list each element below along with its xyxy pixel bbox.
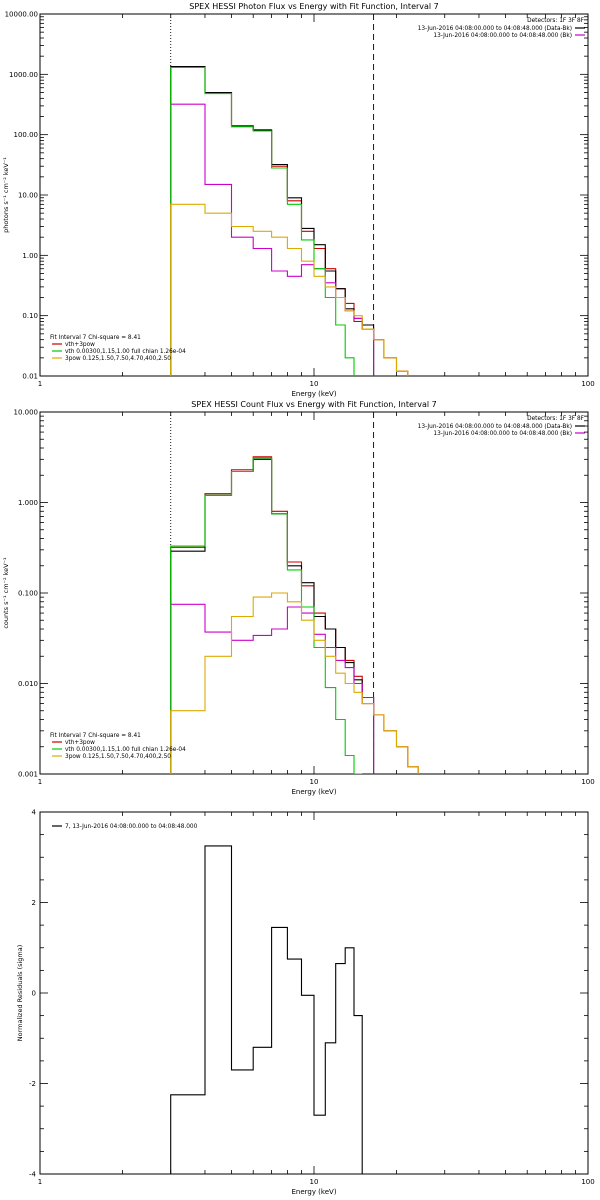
y-tick-label: 0.01 bbox=[22, 373, 38, 381]
legend-right-entry: 13-Jun-2016 04:08:00.000 to 04:08:48.000… bbox=[418, 26, 572, 32]
legend-left-entry: 3pow 0.125,1.50,7.50,4.70,400,2.50 bbox=[65, 356, 171, 362]
legend-detectors: Detectors: 1F 3F 8F bbox=[527, 18, 584, 24]
legend-right-entry: 13-Jun-2016 04:08:00.000 to 04:08:48.000… bbox=[433, 431, 572, 437]
x-axis-label: Energy (keV) bbox=[291, 390, 336, 398]
y-tick-label: 0 bbox=[32, 990, 36, 998]
x-axis-label: Energy (keV) bbox=[291, 1188, 336, 1196]
legend-left-entry: vth 0.00300,1.15,1.00 full chian 1.26e-0… bbox=[65, 747, 186, 753]
y-tick-label: -4 bbox=[29, 1171, 37, 1179]
legend-left-header: Fit Interval 7 Chi-square = 8.41 bbox=[50, 733, 141, 739]
x-tick-label: 100 bbox=[581, 380, 594, 388]
series-vth-3pow bbox=[170, 456, 419, 774]
series-3pow bbox=[170, 592, 419, 774]
y-tick-label: 0.001 bbox=[18, 771, 38, 779]
series-group bbox=[170, 65, 409, 376]
y-tick-label: 0.100 bbox=[18, 590, 38, 598]
y-axis-label: photons s⁻¹ cm⁻² keV⁻¹ bbox=[2, 157, 10, 233]
series-bk bbox=[170, 603, 375, 774]
legend-left-entry: 7, 13-Jun-2016 04:08:00.000 to 04:08:48.… bbox=[65, 824, 198, 830]
y-tick-label: 10000.00 bbox=[5, 11, 38, 19]
x-tick-label: 1 bbox=[38, 1178, 42, 1186]
x-tick-label: 1 bbox=[38, 778, 42, 786]
x-tick-label: 10 bbox=[310, 1178, 319, 1186]
y-tick-label: 4 bbox=[32, 809, 37, 817]
series-vth bbox=[170, 457, 363, 774]
y-tick-label: -2 bbox=[29, 1080, 36, 1088]
x-tick-label: 10 bbox=[310, 778, 319, 786]
x-tick-label: 1 bbox=[38, 380, 42, 388]
series-7-13-jun-2016-04-08-00-000-to- bbox=[170, 845, 374, 1174]
y-tick-label: 0.010 bbox=[18, 680, 38, 688]
plot-frame bbox=[39, 811, 589, 1175]
photon-flux-panel: SPEX HESSI Photon Flux vs Energy with Fi… bbox=[2, 2, 595, 398]
series-vth-3pow bbox=[170, 66, 409, 376]
legend-left-entry: vth+3pow bbox=[65, 342, 95, 348]
y-tick-label: 2 bbox=[32, 899, 36, 907]
series-data-bk bbox=[170, 65, 375, 376]
residuals-panel: 1 10 100 Energy (keV) -4 -2 0 2 4 Normalized Resi… bbox=[16, 809, 595, 1197]
legend-right-entry: 13-Jun-2016 04:08:00.000 to 04:08:48.000… bbox=[433, 33, 572, 39]
y-tick-label: 10.000 bbox=[14, 409, 39, 417]
y-tick-label: 10.00 bbox=[18, 192, 38, 200]
series-group bbox=[170, 845, 374, 1174]
legend-left-entry: 3pow 0.125,1.50,7.50,4.70,400,2.50 bbox=[65, 754, 171, 760]
y-tick-label: 0.10 bbox=[22, 312, 38, 320]
x-tick-label: 10 bbox=[310, 380, 319, 388]
legend-left-entry: vth 0.00300,1.15,1.00 full chian 1.26e-0… bbox=[65, 349, 186, 355]
legend-left-header: Fit Interval 7 Chi-square = 8.41 bbox=[50, 335, 141, 341]
legend-left-entry: vth+3pow bbox=[65, 740, 95, 746]
legend-right-entry: 13-Jun-2016 04:08:00.000 to 04:08:48.000… bbox=[418, 424, 572, 430]
y-axis-label: counts s⁻¹ cm⁻² keV⁻¹ bbox=[2, 557, 10, 629]
y-tick-label: 1.000 bbox=[18, 499, 38, 507]
x-tick-label: 100 bbox=[581, 778, 594, 786]
x-axis-label: Energy (keV) bbox=[291, 788, 336, 796]
y-tick-label: 1000.00 bbox=[9, 71, 38, 79]
y-tick-label: 1.00 bbox=[22, 252, 38, 260]
plot-frame bbox=[39, 13, 589, 377]
y-tick-label: 100.00 bbox=[14, 131, 39, 139]
series-group bbox=[170, 456, 419, 774]
legend-detectors: Detectors: 1F 3F 8F bbox=[527, 416, 584, 422]
x-tick-label: 100 bbox=[581, 1178, 594, 1186]
count-flux-panel: SPEX HESSI Count Flux vs Energy with Fit… bbox=[2, 400, 595, 796]
chart-title: SPEX HESSI Photon Flux vs Energy with Fi… bbox=[189, 2, 439, 11]
y-axis-label: Normalized Residuals (sigma) bbox=[16, 945, 24, 1042]
chart-title: SPEX HESSI Count Flux vs Energy with Fit… bbox=[191, 400, 436, 409]
series-vth bbox=[170, 66, 355, 376]
series-3pow bbox=[170, 203, 409, 376]
